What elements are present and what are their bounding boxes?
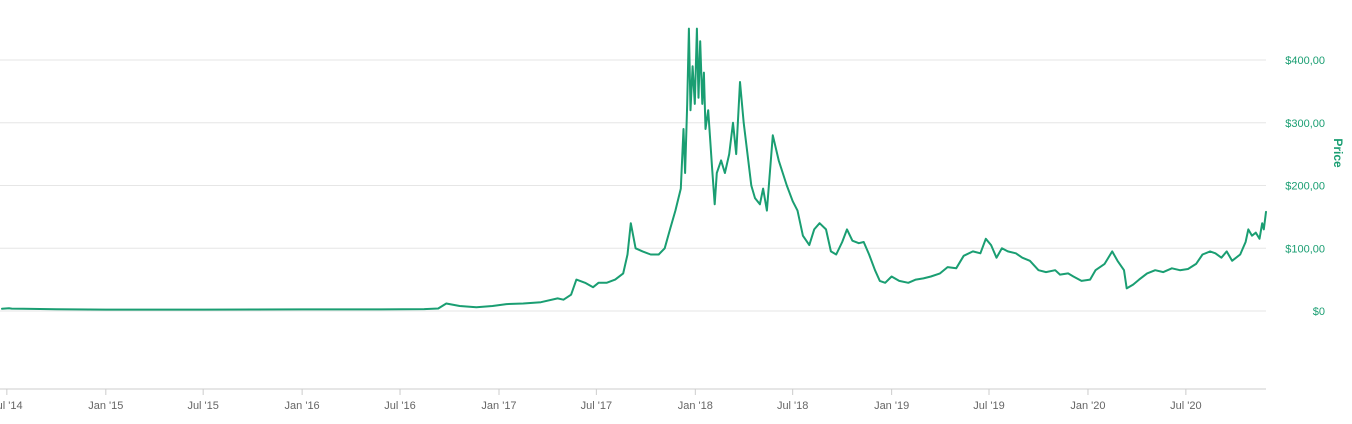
x-tick-label: Jan '19 <box>874 400 909 412</box>
x-tick-label: Jul '17 <box>581 400 612 412</box>
x-tick-label: Jan '20 <box>1070 400 1105 412</box>
y-axis-title: Price <box>1331 138 1345 168</box>
y-tick-label: $300,00 <box>1285 118 1325 130</box>
x-tick-label: Jul '20 <box>1170 400 1201 412</box>
x-tick-label: Jan '15 <box>88 400 123 412</box>
x-tick-label: Jan '18 <box>678 400 713 412</box>
price-line[interactable] <box>1 27 1267 311</box>
x-tick-label: Jan '17 <box>481 400 516 412</box>
y-tick-label: $100,00 <box>1285 243 1325 255</box>
x-tick-label: Jul '14 <box>0 400 23 412</box>
y-tick-label: $400,00 <box>1285 55 1325 67</box>
x-tick-label: Jul '15 <box>187 400 218 412</box>
x-tick-label: Jul '16 <box>384 400 415 412</box>
x-axis: Jul '14 Jan '15 Jul '15 Jan '16 Jul '16 Jan '… <box>0 388 1266 412</box>
y-axis: $0 $100,00 $200,00 $300,00 $400,00 <box>1285 55 1325 318</box>
x-tick-label: Jul '18 <box>777 400 808 412</box>
grid <box>0 59 1266 312</box>
x-tick-label: Jan '16 <box>285 400 320 412</box>
y-tick-label: $200,00 <box>1285 181 1325 193</box>
y-tick-label: $0 <box>1313 306 1325 318</box>
price-series[interactable] <box>1 27 1267 311</box>
x-tick-label: Jul '19 <box>973 400 1004 412</box>
